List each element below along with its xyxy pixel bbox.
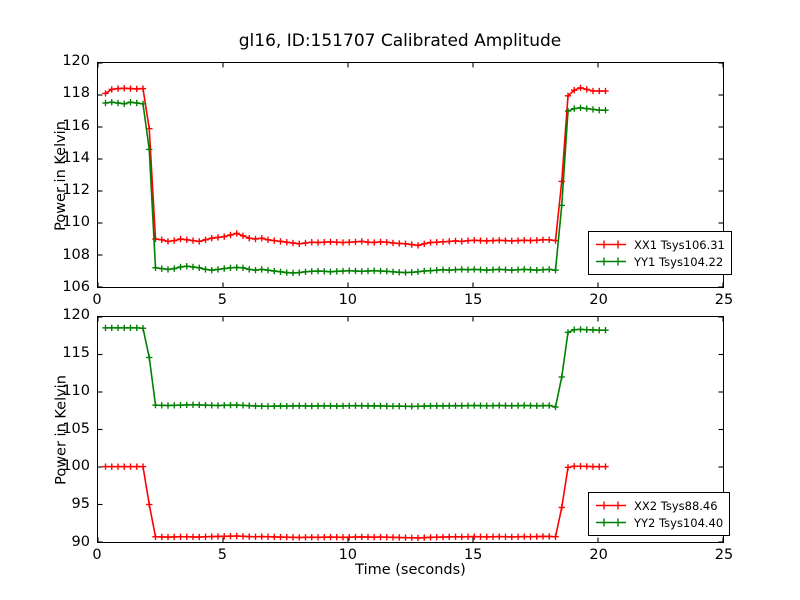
- legend-marker-icon: [596, 501, 626, 510]
- legend-marker-icon: [596, 240, 626, 249]
- y-tick-label: 120: [62, 307, 90, 323]
- series-line: [105, 327, 606, 408]
- series-markers: [102, 99, 609, 277]
- legend-top[interactable]: XX1 Tsys106.31 YY1 Tsys104.22: [588, 231, 732, 275]
- legend-bottom[interactable]: XX2 Tsys88.46 YY2 Tsys104.40: [588, 492, 731, 536]
- series-line: [105, 465, 606, 539]
- y-tick-label: 110: [62, 214, 90, 231]
- series-line: [105, 101, 606, 274]
- y-tick-label: 90: [71, 534, 90, 550]
- y-tick-label: 95: [71, 496, 90, 513]
- x-tick-label: 15: [463, 547, 483, 563]
- legend-label: YY1 Tsys104.22: [634, 254, 724, 269]
- legend-marker-icon: [596, 257, 626, 266]
- y-tick-label: 120: [62, 53, 90, 69]
- y-tick-label: 112: [62, 182, 90, 199]
- plot-area-top: [98, 63, 723, 287]
- y-tick-label: 110: [62, 382, 90, 399]
- x-tick-label: 20: [589, 547, 608, 563]
- legend-label: XX2 Tsys88.46: [634, 498, 718, 513]
- series-markers: [102, 463, 609, 542]
- x-tick-label: 25: [714, 547, 734, 563]
- legend-item[interactable]: YY2 Tsys104.40: [594, 514, 723, 531]
- x-tick-label: 10: [338, 547, 358, 563]
- x-tick-label: 20: [589, 292, 608, 308]
- y-tick-label: 116: [62, 117, 90, 134]
- y-tick-label: 106: [62, 279, 90, 295]
- x-tick-label: 5: [217, 292, 227, 308]
- y-tick-label: 118: [62, 85, 90, 102]
- page-title: gl16, ID:151707 Calibrated Amplitude: [238, 31, 562, 51]
- legend-label: XX1 Tsys106.31: [634, 237, 725, 252]
- x-tick-label: 5: [217, 547, 227, 563]
- y-tick-label: 115: [62, 344, 90, 361]
- chart-panel-bottom: [97, 316, 724, 543]
- series-markers: [102, 84, 609, 249]
- legend-label: YY2 Tsys104.40: [634, 515, 724, 530]
- legend-marker-icon: [596, 518, 626, 527]
- x-tick-label: 10: [338, 292, 358, 308]
- y-tick-label: 105: [62, 420, 90, 437]
- x-tick-label: 25: [714, 292, 734, 308]
- y-tick-label: 108: [62, 246, 90, 263]
- legend-item[interactable]: XX2 Tsys88.46: [594, 497, 723, 514]
- x-tick-label: 0: [92, 547, 102, 563]
- series-line: [105, 86, 606, 247]
- x-tick-label: 15: [463, 292, 483, 308]
- y-tick-label: 100: [62, 458, 90, 475]
- plot-area-bottom: [98, 317, 723, 542]
- legend-item[interactable]: YY1 Tsys104.22: [594, 253, 725, 270]
- series-markers: [102, 324, 609, 411]
- x-tick-label: 0: [92, 292, 102, 308]
- legend-item[interactable]: XX1 Tsys106.31: [594, 236, 725, 253]
- y-tick-label: 114: [62, 149, 90, 166]
- chart-panel-top: [97, 62, 724, 288]
- x-axis-label: Time (seconds): [355, 562, 466, 578]
